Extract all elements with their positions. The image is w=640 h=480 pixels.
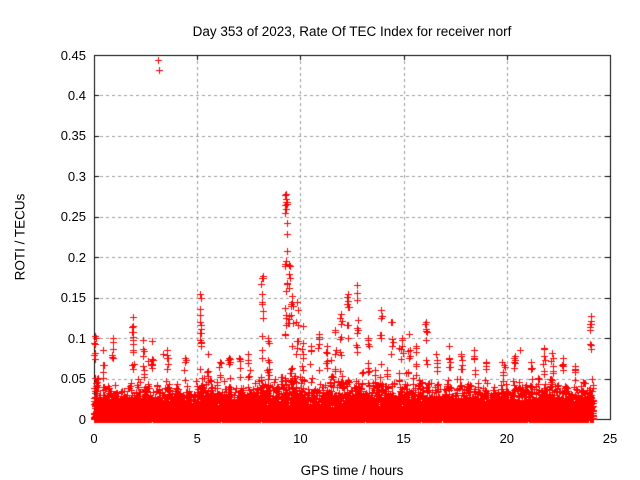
chart-title: Day 353 of 2023, Rate Of TEC Index for r…	[192, 24, 512, 39]
y-tick-label: 0.05	[60, 371, 86, 387]
y-tick-label: 0.15	[60, 290, 86, 306]
y-tick-label: 0.4	[67, 87, 86, 103]
y-tick-label: 0.2	[67, 249, 86, 265]
x-tick-label: 0	[90, 431, 98, 446]
x-tick-label: 5	[193, 431, 201, 446]
y-tick-label: 0.3	[67, 168, 86, 184]
x-tick-label: 10	[293, 431, 308, 446]
y-tick-label: 0.1	[67, 330, 86, 346]
y-tick-label: 0.25	[60, 209, 86, 225]
x-tick-label: 20	[499, 431, 515, 446]
x-tick-label: 15	[396, 431, 411, 446]
x-tick-label: 25	[602, 431, 618, 446]
y-axis-label: ROTI / TECUs	[12, 193, 28, 281]
x-axis-label: GPS time / hours	[300, 463, 404, 478]
y-tick-label: 0	[78, 411, 86, 427]
y-tick-label: 0.35	[60, 128, 86, 144]
y-tick-label: 0.45	[60, 47, 86, 63]
